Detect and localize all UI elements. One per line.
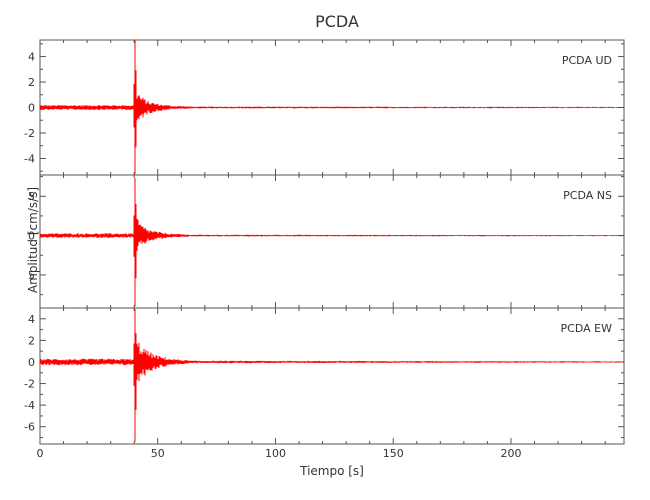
y-tick-label: -4	[24, 399, 35, 412]
component-label: PCDA NS	[563, 189, 612, 202]
y-tick-label: -4	[24, 152, 35, 165]
panel-frame-3	[39, 307, 625, 445]
y-tick-label: 2	[28, 334, 35, 347]
y-tick-label: 0	[28, 102, 35, 115]
x-tick-label: 50	[151, 447, 165, 460]
y-tick-label: 4	[28, 51, 35, 64]
y-tick-label: 0	[28, 230, 35, 243]
y-tick-label: 5	[28, 190, 35, 203]
y-tick-label: 0	[28, 356, 35, 369]
x-tick-label: 150	[383, 447, 404, 460]
x-axis-label: Tiempo [s]	[299, 464, 364, 478]
y-tick-label: -6	[24, 421, 35, 434]
y-axis-label: Amplitud [cm/s/s]	[26, 187, 40, 293]
y-tick-label: 4	[28, 313, 35, 326]
y-tick-label: -2	[24, 378, 35, 391]
y-tick-label: 2	[28, 76, 35, 89]
waveform-1	[39, 40, 625, 174]
x-tick-label: 200	[500, 447, 521, 460]
panel-frame-2	[39, 174, 625, 309]
x-tick-label: 100	[265, 447, 286, 460]
y-tick-label: -2	[24, 127, 35, 140]
chart-title: PCDA	[315, 12, 359, 31]
component-label: PCDA EW	[561, 322, 613, 335]
x-tick-label: 0	[37, 447, 44, 460]
waveform-3	[39, 309, 625, 442]
component-label: PCDA UD	[562, 54, 612, 67]
waveform-2	[39, 178, 625, 307]
y-tick-label: 5	[28, 269, 35, 282]
